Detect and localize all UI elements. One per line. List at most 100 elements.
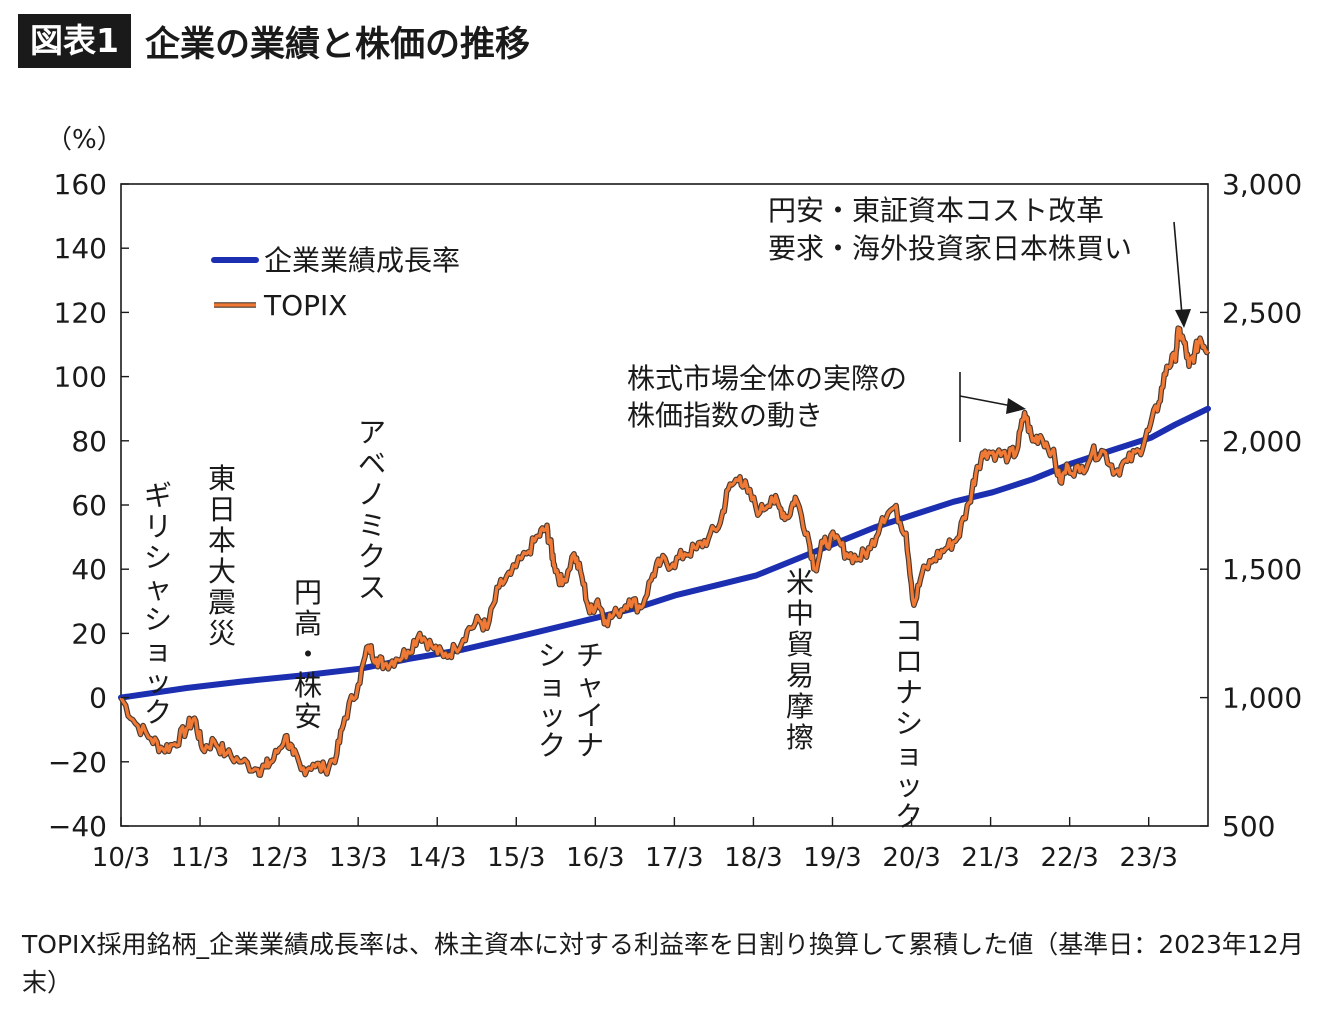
topix-line-outline (118, 325, 1211, 778)
x-tick-label: 10/3 (92, 843, 150, 873)
annotation-char: ノ (358, 478, 386, 511)
annotation-char: 安 (294, 700, 322, 733)
left-tick-label: −20 (48, 746, 107, 779)
annotation-char: コ (895, 614, 923, 647)
annotation-line: 要求・海外投資家日本株買い (768, 232, 1132, 265)
annotation-char: ナ (576, 729, 604, 762)
annotation-char: ョ (895, 738, 923, 771)
growth-line (118, 405, 1211, 701)
left-tick-label: 120 (54, 296, 107, 329)
annotation-char: ミ (358, 509, 386, 542)
annotation-char: ッ (895, 769, 923, 802)
left-tick-label: 100 (54, 361, 107, 394)
annotation-char: ッ (538, 699, 566, 732)
left-tick-label: 0 (89, 682, 107, 715)
x-tick-label: 15/3 (487, 843, 545, 873)
annotation-arrow-head (1175, 309, 1191, 328)
topix-line (119, 326, 1210, 777)
annotation-char: ョ (144, 634, 172, 667)
right-tick-label: 3,000 (1222, 168, 1302, 201)
figure-badge: 図表1 (18, 14, 131, 68)
legend: 企業業績成長率 TOPIX (211, 244, 460, 322)
x-tick-label: 18/3 (724, 843, 782, 873)
left-unit-label: （%） (46, 125, 123, 155)
x-tick-label: 13/3 (329, 843, 387, 873)
annotation-char: ャ (144, 572, 172, 605)
annotation-line: 株式市場全体の実際の (627, 362, 907, 395)
annotation-char: 高 (294, 607, 322, 640)
annotation-line: 株価指数の動き (627, 399, 823, 432)
legend-label-topix: TOPIX (263, 289, 347, 322)
annotation-char: 擦 (786, 721, 814, 754)
annotation-char: チ (576, 639, 604, 672)
annotation-char: ・ (294, 638, 322, 671)
x-tick-label: 17/3 (645, 843, 703, 873)
annotation-char: 災 (208, 617, 236, 650)
annotation-char: 米 (786, 566, 814, 599)
annotation-char: ク (538, 729, 566, 762)
annotation-arrow-shaft (1173, 221, 1183, 316)
annotation-char: シ (144, 603, 172, 636)
annotation-char: 本 (208, 524, 236, 557)
axes: 160 140 120 100 80 60 40 20 0 −20 −40 （%） 3,000 2,500… (46, 125, 1302, 873)
right-tick-label: 1,000 (1222, 682, 1302, 715)
annotation-arrow-shaft (959, 395, 1013, 407)
annotation-char: シ (895, 707, 923, 740)
header: 図表1 企業の業績と株価の推移 (18, 12, 530, 70)
chart: 160 140 120 100 80 60 40 20 0 −20 −40 （%） 3,000 2,500… (46, 125, 1302, 873)
annotation-char: 貿 (786, 628, 814, 661)
left-tick-label: 40 (71, 553, 107, 586)
legend-label-growth: 企業業績成長率 (264, 244, 460, 277)
x-tick-label: 14/3 (408, 843, 466, 873)
annotation-char: ギ (144, 479, 172, 512)
annotation-char: 中 (786, 597, 814, 630)
right-tick-label: 500 (1222, 810, 1275, 843)
annotation-arrow-head (1006, 398, 1026, 414)
annotation-char: ク (895, 800, 923, 833)
annotation-char: シ (538, 639, 566, 672)
x-tick-label: 19/3 (803, 843, 861, 873)
annotation-char: シ (144, 541, 172, 574)
annotation-char: イ (576, 699, 604, 732)
footnote: TOPIX採用銘柄_企業業績成長率は、株主資本に対する利益率を日割り換算して累積… (22, 930, 1304, 997)
annotation-char: 大 (208, 555, 236, 588)
annotation-line: 円安・東証資本コスト改革 (768, 194, 1104, 227)
annotation-char: ク (358, 540, 386, 573)
x-tick-label: 23/3 (1120, 843, 1178, 873)
annotation-char: 易 (786, 659, 814, 692)
left-tick-label: 60 (71, 489, 107, 522)
annotation-char: ベ (358, 447, 386, 480)
left-tick-label: 80 (71, 425, 107, 458)
annotation-char: ス (358, 571, 386, 604)
annotation-yen: 円高・株安 (294, 576, 322, 733)
topix-series (118, 325, 1211, 778)
annotation-char: 株 (294, 669, 322, 702)
annotation-char: リ (144, 510, 172, 543)
x-tick-label: 11/3 (171, 843, 229, 873)
annotation-char: 震 (208, 586, 236, 619)
annotation-char: ャ (576, 669, 604, 702)
growth-series (118, 405, 1211, 701)
plot-border (120, 183, 1209, 827)
annotation-char: ナ (895, 676, 923, 709)
annotation-char: ク (144, 696, 172, 729)
annotation-char: ロ (895, 645, 923, 678)
x-tick-label: 21/3 (961, 843, 1019, 873)
annotation-char: 円 (294, 576, 322, 609)
annotation-char: 東 (208, 462, 236, 495)
x-tick-label: 20/3 (882, 843, 940, 873)
left-tick-label: 140 (54, 232, 107, 265)
right-tick-label: 2,500 (1222, 296, 1302, 329)
annotation-char: 摩 (786, 690, 814, 723)
right-tick-label: 1,500 (1222, 553, 1302, 586)
x-tick-label: 16/3 (566, 843, 624, 873)
left-tick-label: −40 (48, 810, 107, 843)
annotation-char: ア (358, 416, 386, 449)
